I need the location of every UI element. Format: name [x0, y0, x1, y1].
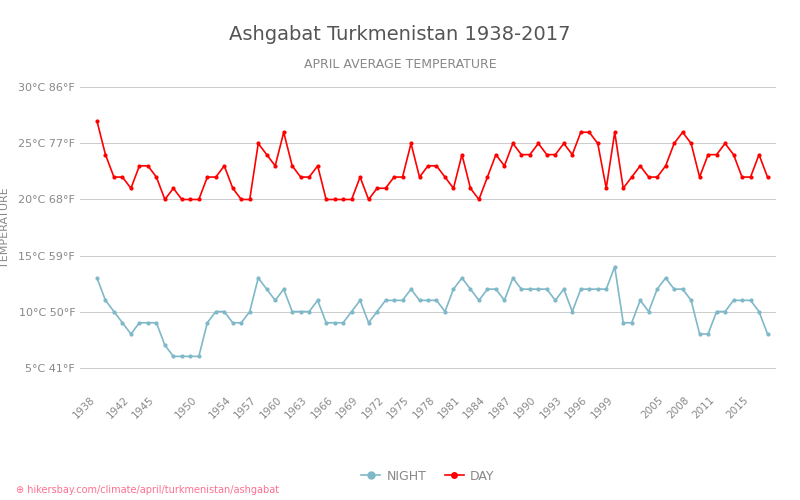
Text: APRIL AVERAGE TEMPERATURE: APRIL AVERAGE TEMPERATURE [304, 58, 496, 70]
Text: ⊕ hikersbay.com/climate/april/turkmenistan/ashgabat: ⊕ hikersbay.com/climate/april/turkmenist… [16, 485, 279, 495]
Text: Ashgabat Turkmenistan 1938-2017: Ashgabat Turkmenistan 1938-2017 [230, 25, 570, 44]
Y-axis label: TEMPERATURE: TEMPERATURE [0, 187, 10, 268]
Legend: NIGHT, DAY: NIGHT, DAY [357, 465, 499, 488]
